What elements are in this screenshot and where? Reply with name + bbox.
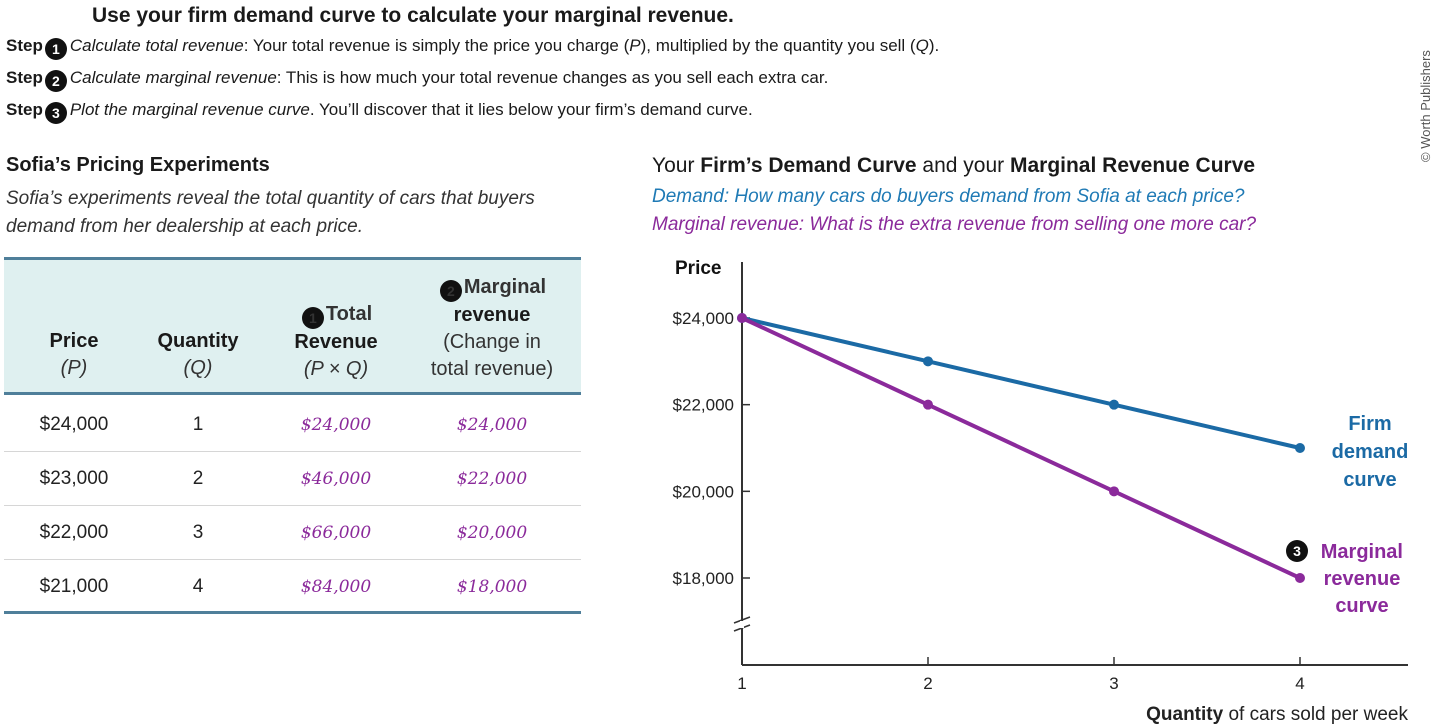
step-text-end: ). bbox=[928, 36, 940, 55]
table-row: $24,000 1 $24,000 $24,000 bbox=[4, 398, 581, 452]
header-total-revenue: 1 Total Revenue (P × Q) bbox=[266, 301, 406, 383]
axis-break-gap bbox=[740, 621, 744, 628]
step-label: Step bbox=[6, 68, 43, 87]
step-var-p: P bbox=[629, 36, 641, 55]
chart-subtitle-demand: Demand: How many cars do buyers demand f… bbox=[652, 186, 1245, 207]
step-italic: Calculate marginal revenue bbox=[69, 68, 277, 87]
y-tick-label: $24,000 bbox=[673, 309, 734, 328]
chart-title: Your Firm’s Demand Curve and your Margin… bbox=[652, 154, 1255, 178]
header-price: Price (P) bbox=[14, 328, 134, 382]
cell-marginal-revenue: $22,000 bbox=[456, 469, 528, 489]
step-number-badge: 2 bbox=[44, 70, 67, 92]
chart-title-part: and your bbox=[916, 154, 1010, 177]
chart-title-bold: Marginal Revenue Curve bbox=[1009, 154, 1256, 177]
chart-title-bold: Firm’s Demand Curve bbox=[700, 154, 917, 177]
header-quantity-sub: (Q) bbox=[183, 357, 213, 379]
marginal-revenue-curve-label: revenue bbox=[1324, 568, 1401, 590]
demand-curve-label: curve bbox=[1343, 469, 1396, 491]
chart-subtitle-marginal: Marginal revenue: What is the extra reve… bbox=[652, 214, 1257, 235]
header-price-sub: (P) bbox=[60, 357, 88, 379]
header-marginal-sub-2: total revenue) bbox=[430, 358, 554, 380]
header-price-label: Price bbox=[49, 330, 99, 352]
table-row: $21,000 4 $84,000 $18,000 bbox=[4, 560, 581, 614]
header-total-label-1: Total bbox=[325, 303, 373, 325]
step-number-badge: 1 bbox=[301, 307, 324, 329]
headline: Use your firm demand curve to calculate … bbox=[92, 4, 734, 27]
marginal-revenue-point bbox=[1295, 573, 1305, 583]
header-marginal-revenue: 2 Marginal revenue (Change in total reven… bbox=[412, 274, 572, 383]
y-tick-label: $18,000 bbox=[673, 569, 734, 588]
table-row: $22,000 3 $66,000 $20,000 bbox=[4, 506, 581, 560]
marginal-revenue-curve-label: Marginal bbox=[1321, 541, 1403, 563]
step-var-q: Q bbox=[915, 36, 929, 55]
cell-quantity: 3 bbox=[192, 522, 204, 543]
step-text: . You’ll discover that it lies below you… bbox=[309, 100, 753, 119]
step-label: Step bbox=[6, 36, 43, 55]
x-tick-label: 2 bbox=[923, 674, 932, 693]
header-marginal-sub-1: (Change in bbox=[443, 331, 541, 353]
demand-curve-label: Firm bbox=[1348, 413, 1391, 435]
cell-total-revenue: $24,000 bbox=[300, 415, 372, 435]
header-quantity: Quantity (Q) bbox=[138, 328, 258, 382]
header-total-label-2: Revenue bbox=[294, 331, 378, 353]
cell-total-revenue: $46,000 bbox=[300, 469, 372, 489]
cell-marginal-revenue: $20,000 bbox=[456, 523, 528, 543]
marginal-revenue-curve bbox=[741, 316, 1301, 580]
y-tick-label: $20,000 bbox=[673, 482, 734, 501]
step-2: Step 2 Calculate marginal revenue: This is… bbox=[6, 68, 828, 92]
marginal-revenue-point bbox=[923, 399, 933, 410]
cell-total-revenue: $84,000 bbox=[300, 577, 372, 597]
cell-price: $21,000 bbox=[39, 576, 109, 597]
cell-price: $22,000 bbox=[39, 522, 109, 543]
chart-title-part: Your bbox=[652, 154, 701, 177]
copyright-notice: © Worth Publishers bbox=[1418, 50, 1433, 162]
marginal-revenue-point bbox=[1109, 486, 1119, 497]
header-marginal-label-2: revenue bbox=[453, 304, 531, 326]
step-number-badge: 1 bbox=[44, 38, 67, 60]
step-text: : Your total revenue is simply the price… bbox=[243, 36, 630, 55]
demand-curve bbox=[741, 316, 1301, 450]
cell-quantity: 1 bbox=[192, 414, 204, 435]
cell-quantity: 4 bbox=[192, 576, 204, 597]
table-row: $23,000 2 $46,000 $22,000 bbox=[4, 452, 581, 506]
step-number-badge-text: 3 bbox=[1293, 543, 1301, 559]
step-3: Step 3 Plot the marginal revenue curve. Yo… bbox=[6, 100, 753, 124]
cell-total-revenue: $66,000 bbox=[300, 523, 372, 543]
marginal-revenue-curve-label: curve bbox=[1335, 595, 1388, 617]
cell-marginal-revenue: $18,000 bbox=[456, 577, 528, 597]
step-italic: Plot the marginal revenue curve bbox=[69, 100, 310, 119]
x-tick-label: 4 bbox=[1295, 674, 1304, 693]
header-marginal-label-1: Marginal bbox=[463, 276, 547, 298]
table-title: Sofia’s Pricing Experiments bbox=[6, 154, 270, 176]
marginal-revenue-point bbox=[737, 313, 747, 323]
x-tick-label: 3 bbox=[1109, 674, 1118, 693]
step-number-badge: 2 bbox=[439, 280, 462, 302]
table-header: Price (P) Quantity (Q) 1 Total Revenue (P… bbox=[4, 257, 581, 395]
table-subtitle: Sofia’s experiments reveal the total qua… bbox=[6, 188, 535, 237]
header-quantity-label: Quantity bbox=[157, 330, 239, 352]
demand-mr-chart: Price $24,000 $22,000 $20,000 $18,000 1 2 3 4 Qua… bbox=[673, 258, 1409, 725]
demand-point bbox=[1109, 399, 1119, 410]
demand-curve-label: demand bbox=[1332, 441, 1409, 463]
cell-marginal-revenue: $24,000 bbox=[456, 415, 528, 435]
step-italic: Calculate total revenue bbox=[69, 36, 244, 55]
cell-quantity: 2 bbox=[192, 468, 204, 489]
x-tick-label: 1 bbox=[737, 674, 746, 693]
x-axis-label: Quantity of cars sold per week bbox=[1146, 704, 1408, 725]
step-number-badge: 3 bbox=[44, 102, 67, 124]
demand-point bbox=[923, 356, 933, 367]
y-tick-label: $22,000 bbox=[673, 396, 734, 415]
y-axis-label: Price bbox=[675, 258, 721, 279]
step-number-badge bbox=[1286, 540, 1308, 562]
cell-price: $23,000 bbox=[39, 468, 109, 489]
cell-price: $24,000 bbox=[39, 414, 109, 435]
step-text: : This is how much your total revenue ch… bbox=[276, 68, 829, 87]
step-1: Step 1 Calculate total revenue: Your total… bbox=[6, 36, 939, 60]
demand-point bbox=[1295, 443, 1305, 453]
step-label: Step bbox=[6, 100, 43, 119]
step-text-mid: ), multiplied by the quantity you sell ( bbox=[640, 36, 916, 55]
header-total-sub: (P × Q) bbox=[303, 358, 369, 380]
